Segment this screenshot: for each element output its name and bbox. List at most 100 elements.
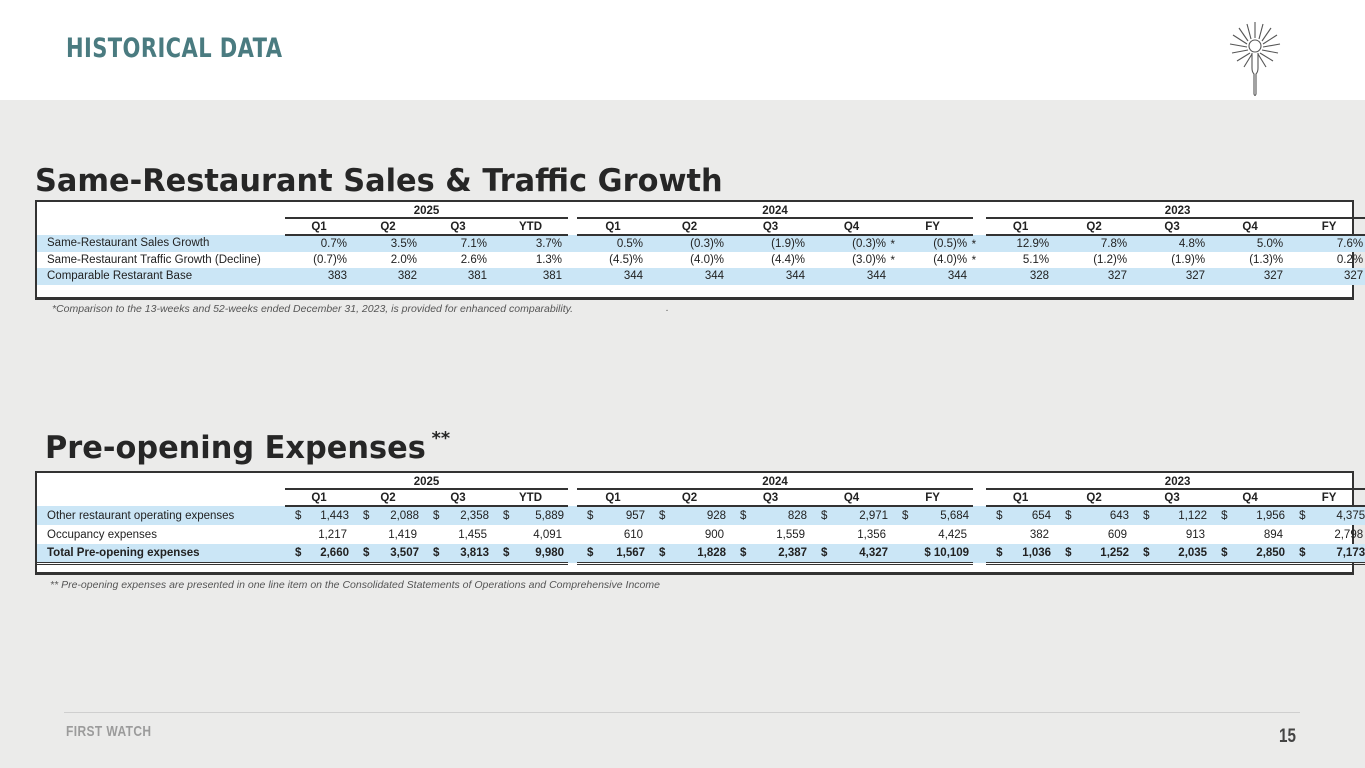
column-header: Q3 [730, 218, 812, 236]
cell-value: 0.2% [1336, 253, 1364, 266]
table-cell: $1,828 [649, 544, 731, 565]
cell-value: 344 [866, 270, 887, 283]
currency-symbol: $ [363, 510, 370, 522]
cell-value: 344 [623, 270, 644, 283]
cell-value: 2,798 [1334, 528, 1364, 541]
table-cell: 913 [1133, 525, 1211, 544]
row-label: Other restaurant operating expenses [37, 506, 285, 525]
currency-symbol: $ [295, 546, 302, 559]
cell-value: 327 [1263, 270, 1284, 283]
table-cell: $2,971 [811, 506, 893, 525]
column-header: Q2 [353, 489, 423, 507]
currency-symbol: $ [1299, 546, 1306, 559]
table-cell: $ 10,109 [892, 544, 974, 565]
cell-value: (4.4)% [771, 253, 806, 266]
currency-symbol: $ [295, 510, 302, 522]
year-header: 2023 [986, 473, 1365, 490]
cell-value: 327 [1185, 270, 1206, 283]
currency-symbol: $ [740, 510, 747, 522]
currency-symbol: $ [1143, 546, 1150, 559]
table-cell: (4.0)% [649, 252, 730, 269]
cell-value: 2,088 [390, 510, 419, 522]
cell-value: (1.3)% [1249, 253, 1284, 266]
column-header: Q4 [811, 489, 893, 507]
column-header: Q4 [1211, 489, 1290, 507]
table-cell: $1,122 [1133, 506, 1212, 525]
table-cell: 5.0% [1211, 235, 1290, 252]
cell-value: 328 [1029, 270, 1050, 283]
currency-symbol: $ [996, 510, 1003, 522]
column-header: Q2 [649, 489, 731, 507]
header-bar [0, 0, 1365, 100]
cell-value: 2.6% [460, 253, 487, 266]
column-header: Q1 [285, 218, 353, 236]
cell-value: 3,813 [460, 546, 489, 559]
currency-symbol: $ [821, 510, 828, 522]
table-cell: $2,035 [1133, 544, 1212, 565]
currency-symbol: $ [587, 546, 594, 559]
year-header: 2024 [577, 202, 974, 219]
table-cell: $5,889 [493, 506, 569, 525]
cell-value: 654 [1031, 510, 1052, 522]
cell-value: 2,850 [1256, 546, 1286, 559]
currency-symbol: $ [433, 510, 440, 522]
column-header: YTD [493, 489, 569, 507]
footer-divider [64, 712, 1300, 713]
preopening-table: 2025 2024 2023 Q1 Q2 Q3 YTD Q1 Q2 Q3 Q4 … [35, 471, 1365, 575]
cell-value: (0.3)% [852, 238, 886, 250]
cell-value: 2.0% [390, 253, 417, 266]
table-cell: $1,956 [1211, 506, 1290, 525]
cell-value: (0.3)% [690, 237, 725, 250]
cell-value: 5,684 [940, 510, 970, 522]
column-header: Q3 [423, 489, 493, 507]
cell-value: 928 [706, 510, 727, 522]
table-cell: $7,173 [1289, 544, 1365, 565]
currency-symbol: $ [740, 546, 747, 559]
currency-symbol: $ [902, 510, 909, 522]
currency-symbol: $ [1065, 546, 1072, 559]
table-cell: 0.7% [285, 235, 353, 252]
column-header: Q2 [1055, 218, 1134, 236]
column-header: Q2 [353, 218, 423, 236]
table-cell: 381 [493, 268, 569, 285]
cell-value: $ 10,109 [924, 546, 970, 559]
cell-value: 913 [1185, 528, 1206, 541]
cell-value: (0.7)% [313, 253, 347, 266]
column-header: Q1 [577, 218, 650, 236]
cell-value: 2,358 [460, 510, 489, 522]
cell-value: 344 [785, 270, 806, 283]
sales-traffic-heading: Same-Restaurant Sales & Traffic Growth [35, 163, 723, 199]
table-cell: 894 [1211, 525, 1289, 544]
table-cell: 327 [1211, 268, 1290, 285]
column-header: Q3 [730, 489, 812, 507]
cell-value: 12.9% [1016, 237, 1050, 250]
table-cell: 1,559 [730, 525, 811, 544]
cell-value: (0.5)% [933, 238, 967, 250]
table-cell: 5.1% [986, 252, 1055, 269]
year-header: 2025 [285, 202, 569, 219]
column-header: Q1 [577, 489, 650, 507]
column-header: Q1 [986, 218, 1056, 236]
table-cell: 7.1% [423, 235, 493, 252]
currency-symbol: $ [659, 546, 666, 559]
table-cell: $1,036 [986, 544, 1056, 565]
currency-symbol: $ [503, 546, 510, 559]
table-row: Comparable Restarant Base 383 382 381 381 344… [37, 268, 1365, 285]
cell-value: 7.1% [460, 237, 487, 250]
page-title: HISTORICAL DATA [66, 33, 283, 64]
cell-value: 344 [704, 270, 725, 283]
currency-symbol: $ [1299, 510, 1306, 522]
row-label: Comparable Restarant Base [37, 268, 285, 285]
cell-value: 0.5% [616, 237, 644, 250]
table-cell: 900 [649, 525, 730, 544]
cell-value: (4.0)% [690, 253, 725, 266]
currency-symbol: $ [821, 546, 828, 559]
cell-value: 1,252 [1100, 546, 1130, 559]
column-header: Q1 [285, 489, 353, 507]
table-row: Occupancy expenses 1,217 1,419 1,455 4,091 61… [37, 525, 1365, 544]
table-cell: (0.5)% [892, 235, 974, 252]
cell-value: 4.8% [1178, 237, 1206, 250]
table-cell: 327 [1133, 268, 1212, 285]
row-label: Same-Restaurant Traffic Growth (Decline) [47, 253, 261, 266]
cell-value: 1,036 [1022, 546, 1052, 559]
